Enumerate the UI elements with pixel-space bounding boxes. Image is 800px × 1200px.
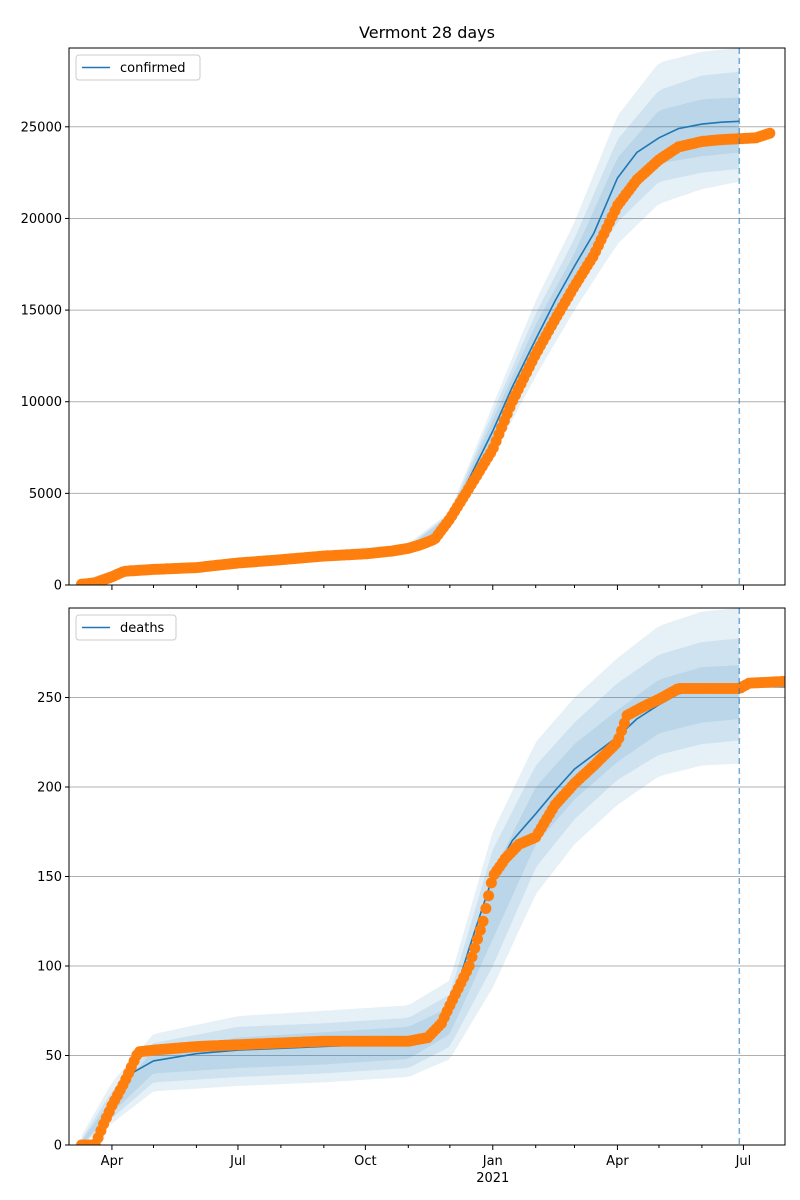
data-point (477, 915, 489, 927)
plot-area (69, 608, 785, 1145)
x-tick-label: Jul (735, 1154, 752, 1169)
y-tick-label: 10000 (21, 395, 62, 410)
plot-area (69, 48, 785, 585)
legend-box (75, 614, 177, 641)
x-tick-label: Jul (229, 1154, 246, 1169)
uncertainty-band (81, 608, 740, 1145)
legend: confirmed (75, 54, 201, 81)
data-point (474, 924, 486, 936)
y-tick-label: 25000 (21, 120, 62, 135)
uncertainty-band (81, 48, 740, 585)
axes-frame (68, 47, 786, 586)
y-tick-label: 0 (54, 1139, 62, 1154)
uncertainty-band (81, 71, 740, 585)
x-tick-label: Jan (482, 1154, 503, 1169)
y-tick-label: 100 (37, 960, 62, 975)
chart-title: Vermont 28 days (359, 23, 495, 42)
y-tick-label: 150 (37, 870, 62, 885)
y-tick-label: 200 (37, 781, 62, 796)
panel-1: 0 5000 10000 15000 20000 25000 confirmed (21, 47, 786, 594)
y-tick-label: 15000 (21, 304, 62, 319)
data-point (779, 675, 785, 687)
y-tick-label: 5000 (29, 487, 62, 502)
data-point (472, 933, 483, 945)
y-tick-label: 0 (54, 579, 62, 594)
uncertainty-band (81, 638, 740, 1145)
data-point (469, 942, 481, 954)
legend: deaths (75, 614, 177, 641)
data-point (466, 951, 478, 963)
data-point (483, 890, 495, 902)
legend-label: deaths (120, 621, 165, 636)
data-point (480, 903, 492, 914)
data-point (764, 127, 776, 139)
data-point (485, 877, 497, 889)
data-point (463, 960, 475, 972)
y-tick-label: 250 (37, 691, 62, 706)
panel-2: 0 50 100 150 200 250 Apr Jul Oct Jan Apr Jul 2021 dea… (37, 607, 786, 1186)
legend-box (75, 54, 201, 81)
x-year-label: 2021 (476, 1171, 509, 1186)
y-tick-label: 50 (45, 1049, 62, 1064)
x-tick-label: Apr (101, 1154, 124, 1169)
x-tick-label: Oct (354, 1154, 376, 1169)
y-tick-label: 20000 (21, 212, 62, 227)
x-tick-label: Apr (606, 1154, 629, 1169)
legend-label: confirmed (120, 61, 186, 76)
